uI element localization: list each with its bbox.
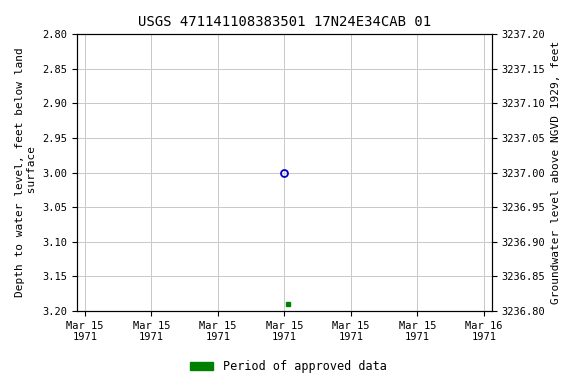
Title: USGS 471141108383501 17N24E34CAB 01: USGS 471141108383501 17N24E34CAB 01 bbox=[138, 15, 431, 29]
Y-axis label: Groundwater level above NGVD 1929, feet: Groundwater level above NGVD 1929, feet bbox=[551, 41, 561, 304]
Y-axis label: Depth to water level, feet below land
 surface: Depth to water level, feet below land su… bbox=[15, 48, 37, 298]
Legend: Period of approved data: Period of approved data bbox=[185, 356, 391, 378]
